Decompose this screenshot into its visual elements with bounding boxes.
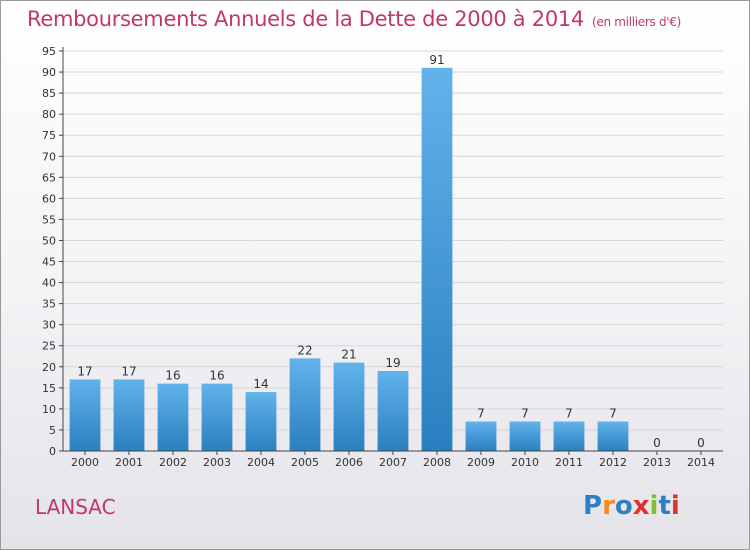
y-tick-label: 60	[42, 192, 56, 205]
y-tick-label: 45	[42, 256, 56, 269]
x-tick-label: 2010	[511, 456, 539, 469]
x-tick-label: 2012	[599, 456, 627, 469]
data-label-2014: 0	[697, 436, 705, 450]
bar-2000	[69, 379, 101, 451]
x-tick-label: 2005	[291, 456, 319, 469]
bar-2010	[509, 421, 541, 451]
x-tick-label: 2009	[467, 456, 495, 469]
bar-2004	[245, 392, 277, 451]
y-tick-label: 65	[42, 171, 56, 184]
y-tick-label: 10	[42, 403, 56, 416]
x-tick-label: 2013	[643, 456, 671, 469]
logo-letter: r	[602, 491, 615, 521]
x-tick-label: 2014	[687, 456, 715, 469]
y-tick-label: 25	[42, 340, 56, 353]
bar-2006	[333, 362, 365, 451]
data-label-2010: 7	[521, 407, 529, 421]
y-tick-label: 40	[42, 277, 56, 290]
proxiti-logo: Proxiti	[583, 491, 680, 521]
data-labels: 17 17 16 16 14 22 21 19 91 7 7 7 7 0 0	[77, 53, 704, 450]
commune-name: LANSAC	[35, 495, 116, 519]
data-label-2006: 21	[341, 348, 356, 362]
data-label-2002: 16	[165, 369, 180, 383]
y-tick-label: 85	[42, 87, 56, 100]
bar-2008	[421, 67, 453, 451]
data-label-2001: 17	[121, 364, 136, 378]
x-tick-label: 2007	[379, 456, 407, 469]
bar-2007	[377, 371, 409, 451]
x-tick-label: 2011	[555, 456, 583, 469]
logo-letter: i	[670, 491, 680, 521]
x-tick-label: 2001	[115, 456, 143, 469]
y-tick-label: 5	[49, 424, 56, 437]
data-label-2008: 91	[429, 53, 444, 67]
data-label-2012: 7	[609, 407, 617, 421]
x-tick-label: 2006	[335, 456, 363, 469]
y-tick-label: 15	[42, 382, 56, 395]
bar-2005	[289, 358, 321, 451]
bar-2012	[597, 421, 629, 451]
chart-title: Remboursements Annuels de la Dette de 20…	[27, 7, 681, 31]
y-tick-label: 70	[42, 150, 56, 163]
data-label-2000: 17	[77, 364, 92, 378]
logo-letter: P	[583, 491, 603, 521]
y-tick-label: 30	[42, 319, 56, 332]
bars	[69, 67, 629, 451]
x-tick-label: 2008	[423, 456, 451, 469]
x-tick-label: 2004	[247, 456, 275, 469]
bar-2009	[465, 421, 497, 451]
chart-unit: (en milliers d'€)	[592, 15, 682, 29]
y-tick-label: 35	[42, 298, 56, 311]
data-label-2003: 16	[209, 369, 224, 383]
y-tick-label: 95	[42, 45, 56, 58]
y-tick-label: 90	[42, 66, 56, 79]
y-tick-label: 0	[49, 445, 56, 458]
bar-2001	[113, 379, 145, 451]
logo-letter: t	[658, 491, 671, 521]
x-tick-label: 2003	[203, 456, 231, 469]
logo-letter: x	[632, 491, 650, 521]
data-label-2009: 7	[477, 407, 485, 421]
chart-title-text: Remboursements Annuels de la Dette de 20…	[27, 7, 584, 31]
bar-2002	[157, 383, 189, 451]
y-tick-label: 20	[42, 361, 56, 374]
data-label-2007: 19	[385, 356, 400, 370]
data-label-2013: 0	[653, 436, 661, 450]
data-label-2004: 14	[253, 377, 268, 391]
axes: 0510152025303540455055606570758085909520…	[42, 45, 723, 469]
y-tick-label: 80	[42, 108, 56, 121]
y-tick-label: 75	[42, 129, 56, 142]
y-tick-label: 50	[42, 234, 56, 247]
x-tick-label: 2000	[71, 456, 99, 469]
logo-letter: i	[649, 491, 659, 521]
logo-letter: o	[614, 491, 633, 521]
y-tick-label: 55	[42, 213, 56, 226]
data-label-2011: 7	[565, 407, 573, 421]
data-label-2005: 22	[297, 343, 312, 357]
x-tick-label: 2002	[159, 456, 187, 469]
bar-2011	[553, 421, 585, 451]
bar-2003	[201, 383, 233, 451]
